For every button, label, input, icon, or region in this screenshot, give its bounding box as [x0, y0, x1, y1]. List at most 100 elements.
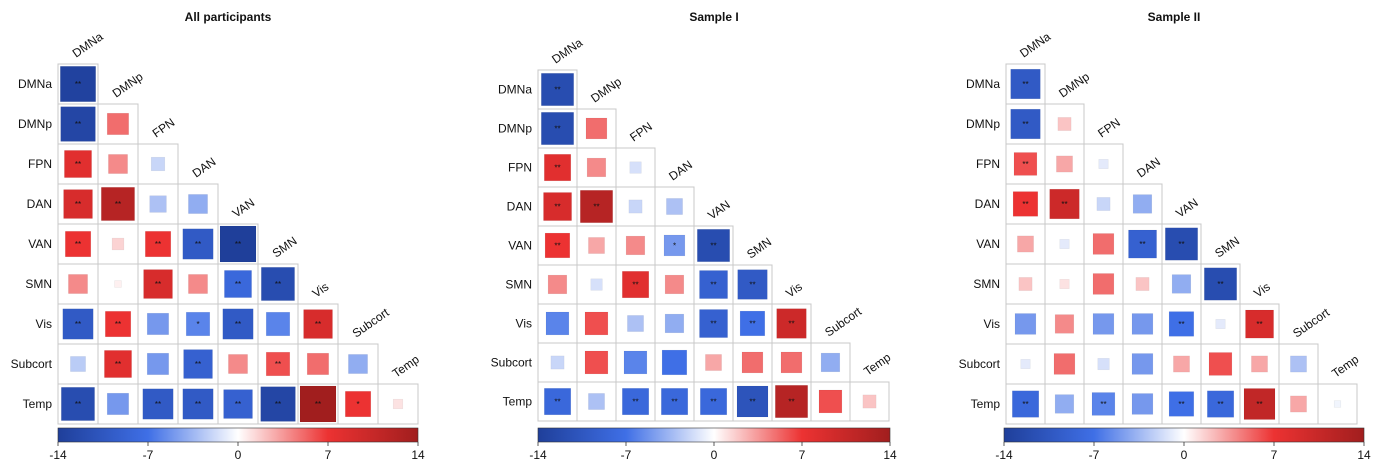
heatmap-square [1290, 355, 1307, 373]
significance-label: * [196, 320, 199, 329]
column-label: FPN [627, 119, 655, 144]
significance-label: ** [155, 400, 161, 409]
significance-label: ** [155, 280, 161, 289]
heatmap-square [666, 198, 683, 215]
row-label: DAN [507, 200, 532, 214]
heatmap-square [60, 66, 96, 102]
significance-label: ** [788, 320, 794, 329]
heatmap-square [1018, 277, 1033, 291]
row-label: VAN [508, 239, 532, 253]
significance-label: ** [1022, 160, 1028, 169]
heatmap-square [1290, 395, 1307, 413]
row-label: VAN [976, 237, 1000, 251]
row-label: DMNa [966, 77, 1000, 91]
significance-label: ** [749, 398, 755, 407]
significance-label: ** [749, 281, 755, 290]
heatmap-square [697, 229, 730, 262]
heatmap-square [1014, 313, 1037, 335]
colorbar-tick-label: 7 [1271, 448, 1278, 462]
heatmap-square [1168, 391, 1195, 417]
column-label: VAN [705, 197, 733, 222]
heatmap-square [228, 354, 248, 374]
heatmap-square [590, 278, 603, 291]
heatmap-square [1092, 233, 1115, 255]
heatmap-square [306, 352, 329, 375]
significance-label: ** [1061, 200, 1067, 209]
heatmap-square [101, 187, 135, 221]
column-label: Vis [783, 280, 805, 301]
row-label: Temp [23, 397, 53, 411]
significance-label: ** [1022, 80, 1028, 89]
heatmap-square [224, 270, 252, 298]
heatmap-square [61, 387, 95, 421]
heatmap-square [544, 232, 571, 259]
heatmap-square [741, 351, 764, 374]
heatmap-square [188, 194, 208, 214]
colorbar-tick-label: -14 [49, 448, 67, 462]
heatmap-square [629, 161, 642, 174]
heatmap-square [623, 350, 648, 375]
heatmap-square [70, 356, 86, 372]
heatmap-square [862, 394, 877, 409]
row-label: Vis [984, 317, 1000, 331]
heatmap-square [219, 225, 257, 263]
heatmap-square [142, 388, 174, 420]
significance-label: ** [1139, 240, 1145, 249]
heatmap-square [780, 351, 803, 374]
row-label: Subcort [11, 357, 53, 371]
row-label: Vis [36, 317, 52, 331]
heatmap-square [188, 274, 208, 294]
heatmap-square [64, 150, 92, 178]
significance-label: ** [275, 280, 281, 289]
significance-label: ** [75, 320, 81, 329]
row-label: DMNa [18, 77, 52, 91]
heatmap-square [663, 234, 686, 257]
heatmap-square [544, 154, 572, 182]
heatmap-square [661, 349, 688, 376]
heatmap-square [265, 311, 291, 337]
significance-label: ** [115, 200, 121, 209]
significance-label: ** [75, 200, 81, 209]
heatmap-panel-sample-2: Sample II ** ** ** ** ** ** ** ** ** ** ** ** ** ** **… [920, 0, 1381, 466]
heatmap-square [260, 386, 296, 422]
panel-title: Sample I [689, 10, 739, 24]
heatmap-square [776, 308, 807, 339]
heatmap-svg: ******** **** ** ** **** ** **** ** * ** **** ** ***… [11, 29, 425, 462]
colorbar-tick-label: 7 [799, 448, 806, 462]
heatmap-square [222, 308, 254, 340]
heatmap-square [699, 309, 728, 338]
heatmap-square [588, 393, 605, 410]
row-label: Subcort [959, 357, 1001, 371]
heatmap-svg: ******** **** * **** ** **** ** **** ** ** ** ** **D… [491, 35, 897, 462]
colorbar-tick-label: -7 [621, 448, 632, 462]
significance-label: ** [554, 242, 560, 251]
heatmap-square [775, 385, 808, 418]
column-label: Subcort [822, 304, 864, 340]
row-label: SMN [505, 278, 532, 292]
heatmap-square [541, 112, 574, 145]
heatmap-square [108, 154, 128, 174]
heatmap-square [1132, 194, 1153, 214]
column-label: VAN [1173, 195, 1201, 220]
column-label: Subcort [1290, 305, 1332, 341]
heatmap-square [1091, 392, 1116, 416]
significance-label: * [356, 400, 359, 409]
heatmap-square [1171, 274, 1192, 294]
heatmap-square [550, 355, 565, 370]
heatmap-square [1054, 314, 1075, 334]
column-label: Subcort [350, 305, 392, 341]
heatmap-square [547, 274, 568, 295]
heatmap-square [1251, 355, 1268, 373]
colorbar-tick-label: -7 [143, 448, 154, 462]
significance-label: ** [235, 240, 241, 249]
heatmap-square [1168, 311, 1195, 337]
heatmap-square [1098, 159, 1109, 169]
significance-label: ** [554, 164, 560, 173]
significance-label: ** [1217, 280, 1223, 289]
colorbar-tick-label: 14 [1357, 448, 1371, 462]
heatmap-square [261, 267, 295, 301]
heatmap-square [1012, 191, 1039, 217]
row-label: DMNp [18, 117, 52, 131]
heatmap-square [584, 350, 609, 375]
heatmap-square [1207, 390, 1235, 418]
